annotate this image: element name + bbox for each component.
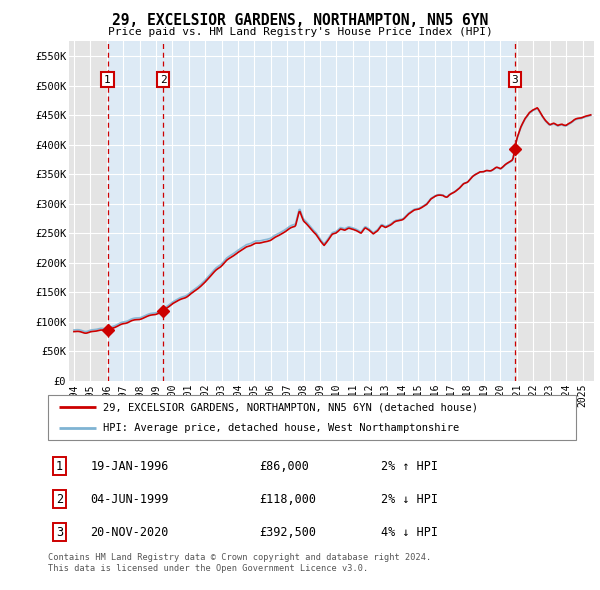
Text: 2: 2 [160,75,166,84]
Text: 19-JAN-1996: 19-JAN-1996 [90,460,169,473]
Text: 2% ↓ HPI: 2% ↓ HPI [380,493,437,506]
Text: 20-NOV-2020: 20-NOV-2020 [90,526,169,539]
Text: 29, EXCELSIOR GARDENS, NORTHAMPTON, NN5 6YN (detached house): 29, EXCELSIOR GARDENS, NORTHAMPTON, NN5 … [103,402,478,412]
Text: 1: 1 [56,460,63,473]
Text: HPI: Average price, detached house, West Northamptonshire: HPI: Average price, detached house, West… [103,422,460,432]
Text: 2% ↑ HPI: 2% ↑ HPI [380,460,437,473]
Bar [69,41,107,381]
Bar [69,41,107,381]
Text: 3: 3 [56,526,63,539]
Text: 3: 3 [512,75,518,84]
Bar [515,41,594,381]
Text: 1: 1 [104,75,111,84]
FancyBboxPatch shape [48,395,576,440]
Text: 4% ↓ HPI: 4% ↓ HPI [380,526,437,539]
Text: 2: 2 [56,493,63,506]
Text: Contains HM Land Registry data © Crown copyright and database right 2024.
This d: Contains HM Land Registry data © Crown c… [48,553,431,573]
Bar [107,41,515,381]
Text: 04-JUN-1999: 04-JUN-1999 [90,493,169,506]
Bar [515,41,594,381]
Text: Price paid vs. HM Land Registry's House Price Index (HPI): Price paid vs. HM Land Registry's House … [107,27,493,37]
Text: £118,000: £118,000 [259,493,316,506]
Text: £392,500: £392,500 [259,526,316,539]
Text: 29, EXCELSIOR GARDENS, NORTHAMPTON, NN5 6YN: 29, EXCELSIOR GARDENS, NORTHAMPTON, NN5 … [112,13,488,28]
Text: £86,000: £86,000 [259,460,309,473]
